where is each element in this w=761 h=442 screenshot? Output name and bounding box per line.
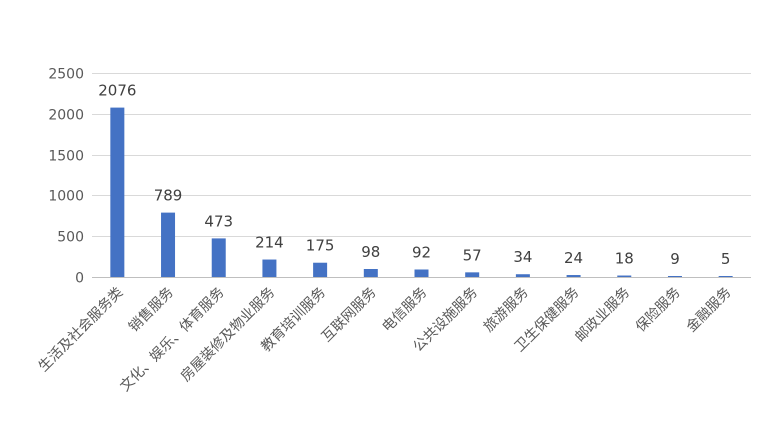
- x-tick-label-11: 保险服务: [633, 285, 684, 336]
- y-tick-label-2500: 2500: [48, 67, 84, 83]
- data-label-4: 175: [306, 237, 335, 255]
- data-label-3: 214: [255, 234, 284, 252]
- x-tick-label-5: 互联网服务: [319, 285, 380, 346]
- bar-11: [667, 276, 682, 277]
- data-label-1: 789: [154, 187, 183, 205]
- x-tick-label-1: 销售服务: [126, 285, 177, 336]
- bar-3: [262, 259, 277, 277]
- x-tick-label-3: 房屋装修及物业服务: [178, 285, 278, 385]
- gridlines: [92, 73, 751, 237]
- data-label-11: 9: [670, 250, 680, 268]
- bar-7: [465, 272, 480, 277]
- data-label-7: 57: [463, 246, 482, 264]
- data-labels: 2076 789 473 214 175 98 92 57 34 24 18 9 5: [98, 82, 730, 268]
- y-tick-label-2000: 2000: [48, 108, 84, 124]
- bar-10: [617, 275, 632, 277]
- y-tick-label-500: 500: [57, 230, 84, 246]
- data-label-12: 5: [721, 250, 731, 268]
- bar-4: [313, 262, 328, 277]
- bar-9: [566, 275, 581, 277]
- data-label-8: 34: [513, 248, 532, 266]
- data-label-6: 92: [412, 243, 431, 261]
- y-axis: 0 500 1000 1500 2000 2500: [48, 67, 84, 287]
- x-tick-label-8: 旅游服务: [481, 285, 532, 336]
- data-label-0: 2076: [98, 82, 136, 100]
- y-tick-label-1000: 1000: [48, 189, 84, 205]
- bars: [110, 107, 733, 278]
- bar-1: [161, 212, 176, 277]
- data-label-5: 98: [361, 243, 380, 261]
- x-tick-label-6: 电信服务: [379, 285, 430, 336]
- bar-8: [515, 274, 530, 277]
- data-label-9: 24: [564, 249, 583, 267]
- x-axis: 生活及社会服务类 销售服务文化、娱乐、体育服务房屋装修及物业服务教育培训服务互联网…: [36, 277, 751, 395]
- bar-2: [211, 238, 226, 277]
- bar-6: [414, 269, 429, 277]
- bar-12: [718, 276, 733, 277]
- data-label-10: 18: [615, 250, 634, 268]
- x-tick-label-10: 邮政业服务: [572, 285, 633, 346]
- x-tick-label-12: 金融服务: [684, 285, 735, 336]
- data-label-2: 473: [204, 212, 233, 230]
- bar-5: [363, 269, 378, 277]
- x-tick-label-0: 生活及社会服务类: [36, 285, 127, 376]
- y-tick-label-1500: 1500: [48, 149, 84, 165]
- y-tick-label-0: 0: [75, 271, 84, 287]
- bar-0: [110, 107, 125, 278]
